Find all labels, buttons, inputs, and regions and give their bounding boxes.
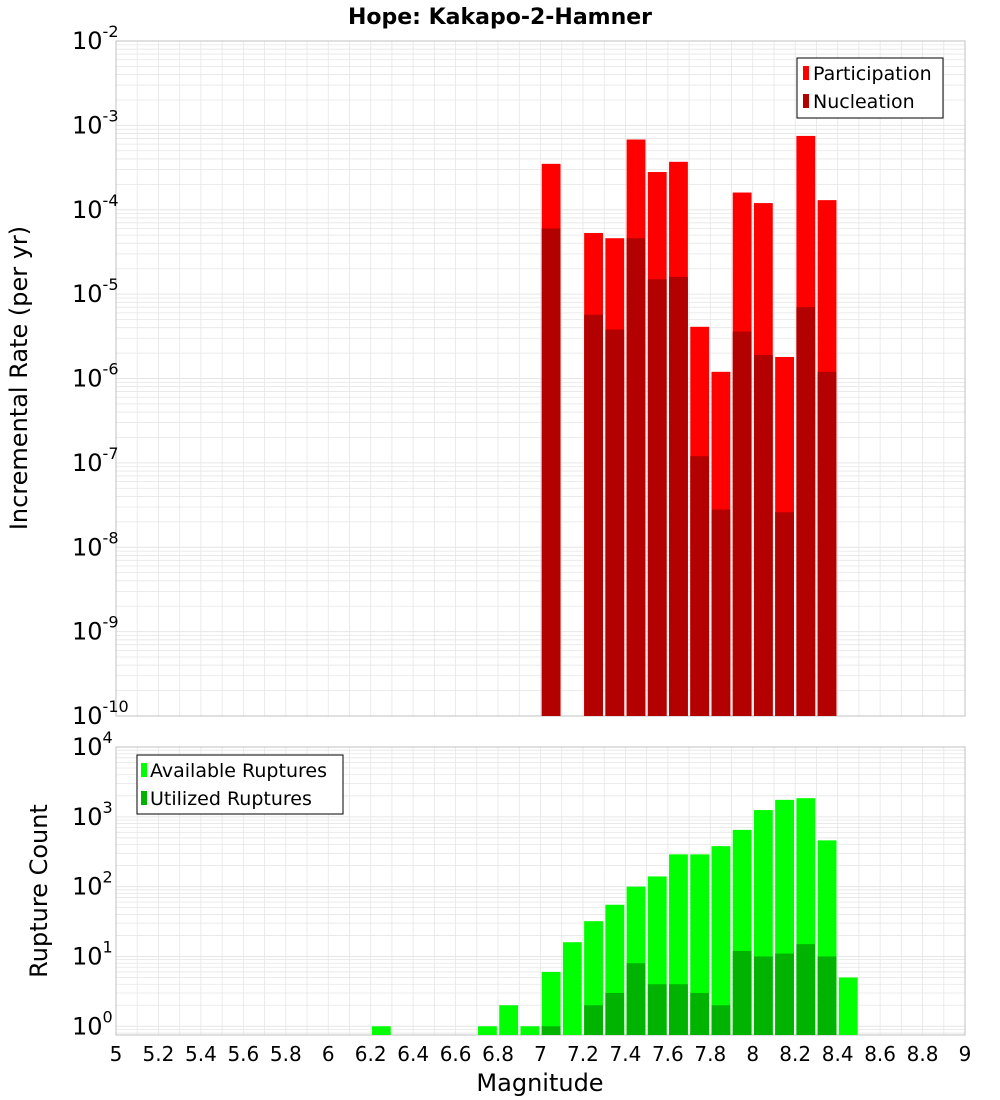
count-legend-box [136, 754, 344, 815]
nucleation-bar [669, 276, 688, 716]
x-tick-label: 6 [322, 1042, 335, 1066]
available-ruptures-bar [541, 971, 561, 1035]
utilized-ruptures-bar [541, 1026, 561, 1035]
count-y-tick-label: 104 [72, 728, 113, 761]
count-y-tick-label: 102 [72, 868, 113, 901]
rate-y-tick-label: 10-2 [72, 22, 119, 55]
x-tick-label: 7.4 [609, 1042, 641, 1066]
legend-swatch-participation [803, 66, 809, 80]
count-plot-bars [371, 798, 858, 1035]
count-plot-y-axis-label: Rupture Count [25, 804, 53, 978]
x-tick-label: 8.8 [907, 1042, 939, 1066]
available-ruptures-bar [499, 1005, 519, 1035]
rate-y-tick-label: 10-4 [72, 191, 119, 224]
utilized-ruptures-bar [584, 1005, 603, 1035]
utilized-ruptures-bar [690, 992, 710, 1035]
nucleation-bar [753, 354, 773, 716]
nucleation-bar [732, 331, 752, 716]
count-plot-frame [115, 746, 966, 1036]
count-plot-x-ticks: 5 5.2 5.4 5.6 5.8 6 6.2 6.4 6.6 6.8 7 7.2 7.4 7.6 7.8 8… [110, 1042, 972, 1066]
rate-y-tick-label: 10-9 [72, 613, 119, 646]
available-ruptures-bar [520, 1026, 540, 1035]
rate-plot-grid [115, 40, 966, 717]
utilized-ruptures-bar [647, 984, 667, 1035]
x-tick-label: 6.8 [482, 1042, 514, 1066]
x-tick-label: 9 [959, 1042, 972, 1066]
available-ruptures-bar [711, 846, 731, 1035]
rate-legend-box [796, 57, 944, 119]
utilized-ruptures-bar [711, 1005, 731, 1035]
x-axis-label: Magnitude [476, 1069, 603, 1097]
available-ruptures-bar [562, 942, 582, 1035]
nucleation-bar [817, 371, 837, 716]
chart-title: Hope: Kakapo-2-Hamner [348, 5, 652, 30]
count-plot-y-ticks: 104 103 102 101 100 [72, 728, 113, 1040]
x-tick-label: 6.6 [440, 1042, 472, 1066]
count-y-tick-label: 103 [72, 798, 113, 831]
rate-plot-y-axis-label: Incremental Rate (per yr) [5, 226, 33, 530]
nucleation-bar [690, 456, 710, 716]
rate-y-tick-label: 10-5 [72, 275, 119, 308]
count-y-tick-label: 101 [72, 937, 113, 970]
x-tick-label: 6.2 [355, 1042, 387, 1066]
rate-y-tick-label: 10-10 [72, 697, 129, 730]
utilized-ruptures-bar [753, 956, 773, 1035]
nucleation-bar [711, 509, 731, 716]
available-ruptures-bar [371, 1026, 391, 1035]
rate-legend: Participation Nucleation [796, 57, 944, 119]
x-tick-label: 7.6 [652, 1042, 684, 1066]
utilized-ruptures-bar [626, 963, 646, 1035]
nucleation-bar [796, 307, 816, 716]
rate-plot-bars [541, 135, 837, 717]
utilized-ruptures-bar [669, 984, 688, 1035]
nucleation-bar [605, 329, 625, 716]
x-tick-label: 7 [534, 1042, 547, 1066]
utilized-ruptures-bar [775, 953, 794, 1035]
x-tick-label: 7.8 [694, 1042, 726, 1066]
legend-label-participation: Participation [813, 63, 932, 85]
rate-y-tick-label: 10-3 [72, 106, 119, 139]
x-tick-label: 5.2 [143, 1042, 175, 1066]
legend-label-available: Available Ruptures [150, 760, 327, 782]
rate-y-tick-label: 10-7 [72, 444, 119, 477]
legend-swatch-nucleation [803, 94, 809, 108]
nucleation-bar [584, 314, 603, 716]
nucleation-bar [647, 279, 667, 716]
rate-y-tick-label: 10-6 [72, 360, 119, 393]
nucleation-bar [541, 228, 561, 716]
x-tick-label: 5 [110, 1042, 123, 1066]
utilized-ruptures-bar [732, 950, 752, 1035]
rate-plot-y-ticks: 10-2 10-3 10-4 10-5 10-6 10-7 10-8 10-9 10-10 [72, 22, 129, 730]
rate-plot-frame [115, 40, 966, 717]
x-tick-label: 8.2 [779, 1042, 811, 1066]
utilized-ruptures-bar [796, 944, 816, 1035]
legend-swatch-available [141, 763, 147, 777]
available-ruptures-bar [478, 1026, 497, 1035]
legend-label-utilized: Utilized Ruptures [150, 788, 312, 810]
x-tick-label: 8.6 [864, 1042, 896, 1066]
x-tick-label: 8.4 [822, 1042, 854, 1066]
x-tick-label: 6.4 [397, 1042, 429, 1066]
x-tick-label: 5.6 [227, 1042, 259, 1066]
count-legend: Available Ruptures Utilized Ruptures [136, 754, 344, 815]
count-y-tick-label: 100 [72, 1007, 113, 1040]
utilized-ruptures-bar [605, 992, 625, 1035]
utilized-ruptures-bar [817, 956, 837, 1035]
available-ruptures-bar [838, 977, 858, 1035]
nucleation-bar [775, 512, 794, 716]
x-tick-label: 8 [746, 1042, 759, 1066]
x-tick-label: 5.8 [270, 1042, 302, 1066]
x-tick-label: 7.2 [567, 1042, 599, 1066]
legend-label-nucleation: Nucleation [813, 91, 915, 113]
available-ruptures-bar [690, 854, 710, 1035]
nucleation-bar [626, 238, 646, 716]
x-tick-label: 5.4 [185, 1042, 217, 1066]
rate-y-tick-label: 10-8 [72, 528, 119, 561]
legend-swatch-utilized [141, 791, 147, 805]
